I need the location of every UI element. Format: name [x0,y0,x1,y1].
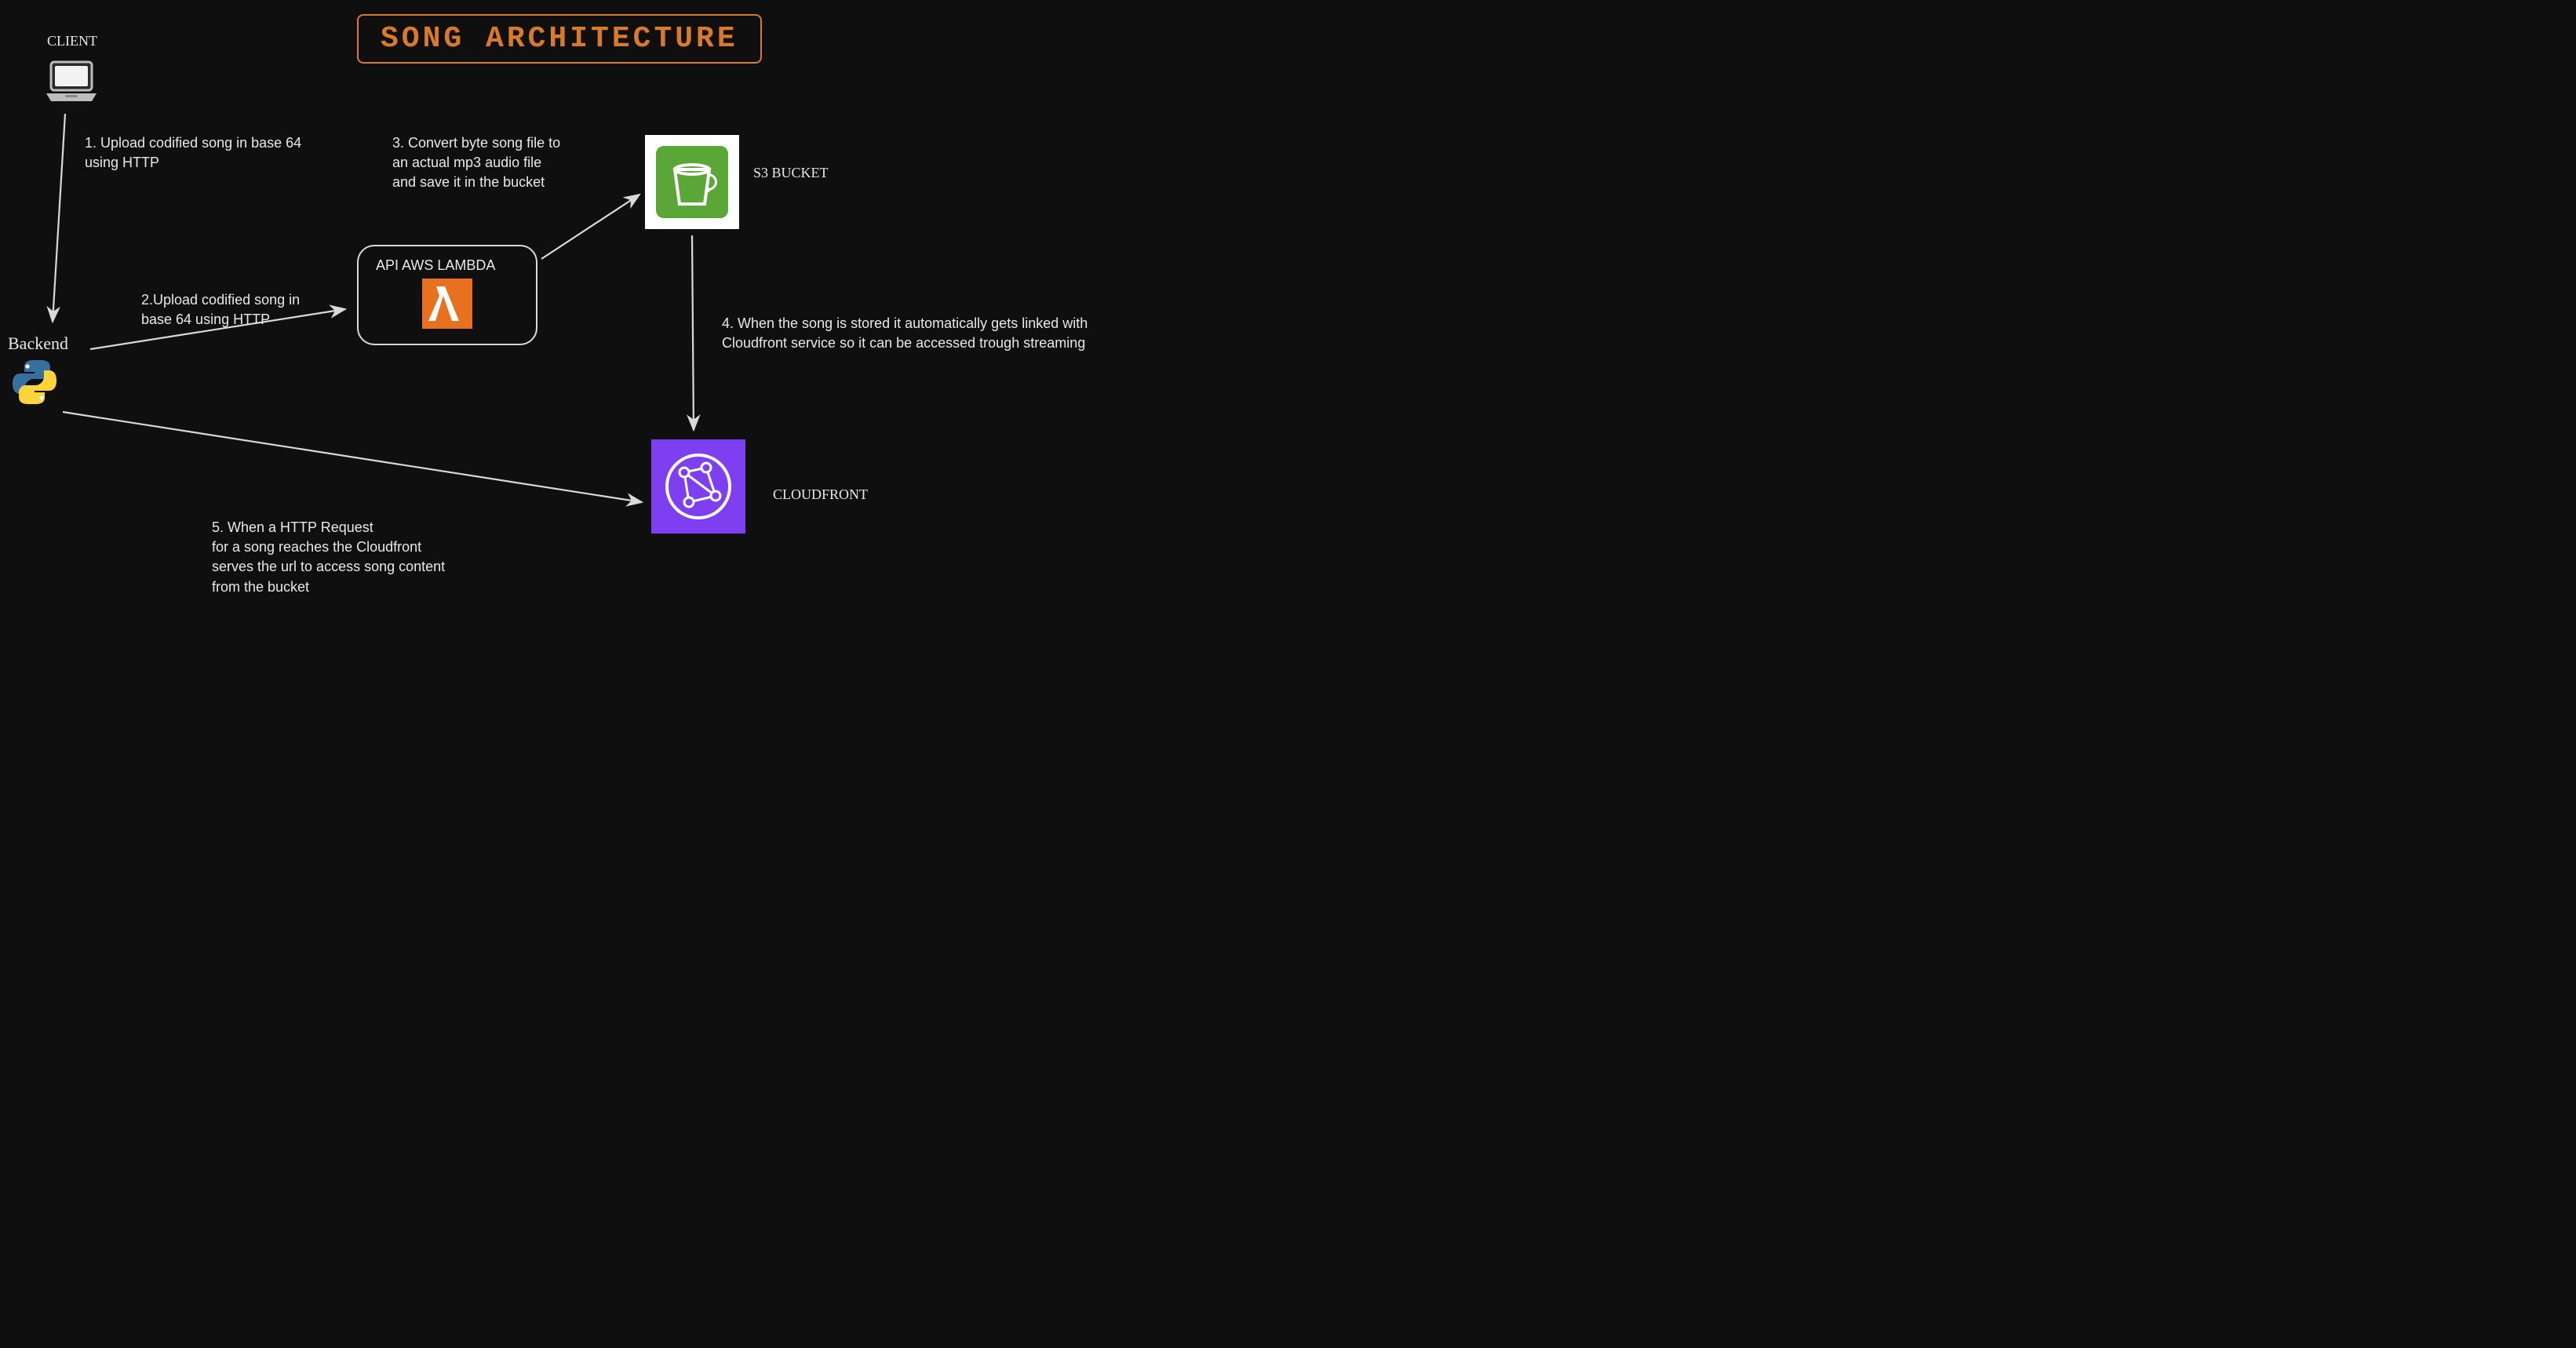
lambda-icon [422,279,472,329]
laptop-icon [43,59,100,108]
edge-arrow [692,235,694,430]
python-icon [9,357,60,411]
cloudfront-icon [651,439,745,537]
lambda-node: API AWS LAMBDA [357,245,537,345]
step-2-text: 2.Upload codified song in base 64 using … [141,290,300,330]
edge-arrow [53,114,65,322]
diagram-title: SONG ARCHITECTURE [357,14,762,64]
s3-label: S3 BUCKET [753,165,829,181]
step-1-text: 1. Upload codified song in base 64 using… [85,133,301,173]
backend-label: Backend [8,333,68,354]
step-3-text: 3. Convert byte song file to an actual m… [392,133,560,193]
edge-arrow [63,412,642,502]
lambda-label: API AWS LAMBDA [359,246,536,274]
s3-bucket-icon [645,135,739,233]
step-5-text: 5. When a HTTP Request for a song reache… [212,518,445,597]
client-label: CLIENT [47,33,97,49]
step-4-text: 4. When the song is stored it automatica… [722,314,1088,353]
cloudfront-label: CLOUDFRONT [773,486,868,503]
edge-arrow [541,195,639,259]
